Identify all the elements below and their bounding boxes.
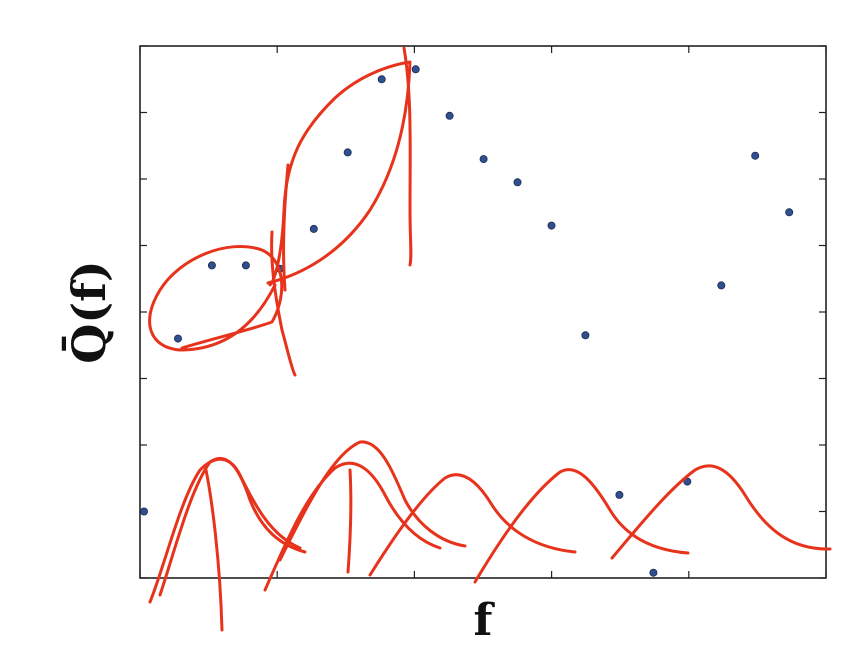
data-point-11 <box>513 178 522 187</box>
annotation-stroke-3 <box>282 163 290 292</box>
annotation-bump-4 <box>473 468 690 584</box>
annotation-bump-1b <box>158 457 307 597</box>
annotation-bump-1c <box>204 468 224 632</box>
data-point-7 <box>377 75 386 84</box>
data-point-9 <box>445 111 454 120</box>
data-point-1 <box>173 334 182 343</box>
data-point-0 <box>139 507 148 516</box>
data-point-15 <box>649 568 658 577</box>
annotation-bump-3 <box>368 473 577 577</box>
data-point-14 <box>615 490 624 499</box>
annotation-bump-2 <box>263 461 442 592</box>
axis-ticks <box>139 45 827 579</box>
annotation-bump-2c <box>346 468 353 574</box>
annotation-stroke-2 <box>270 230 297 377</box>
y-axis-label: Q̄(f) <box>61 260 116 363</box>
data-points <box>139 65 794 577</box>
annotation-loop-large <box>266 60 412 287</box>
annotation-stroke-1 <box>402 46 413 267</box>
annotation-loop-small <box>148 245 284 352</box>
data-point-3 <box>241 261 250 270</box>
annotation-bump-1 <box>148 457 302 604</box>
x-axis-label: f <box>474 595 496 646</box>
plot-frame <box>139 45 827 579</box>
data-point-19 <box>785 208 794 217</box>
annotation-bump-5 <box>610 464 832 560</box>
data-point-13 <box>581 331 590 340</box>
handwritten-annotations <box>148 46 832 632</box>
data-point-18 <box>751 151 760 160</box>
data-point-2 <box>207 261 216 270</box>
data-point-8 <box>411 65 420 74</box>
data-point-6 <box>343 148 352 157</box>
annotation-bump-2b <box>278 440 467 562</box>
data-point-17 <box>717 281 726 290</box>
data-point-12 <box>547 221 556 230</box>
data-point-5 <box>309 224 318 233</box>
data-point-10 <box>479 155 488 164</box>
